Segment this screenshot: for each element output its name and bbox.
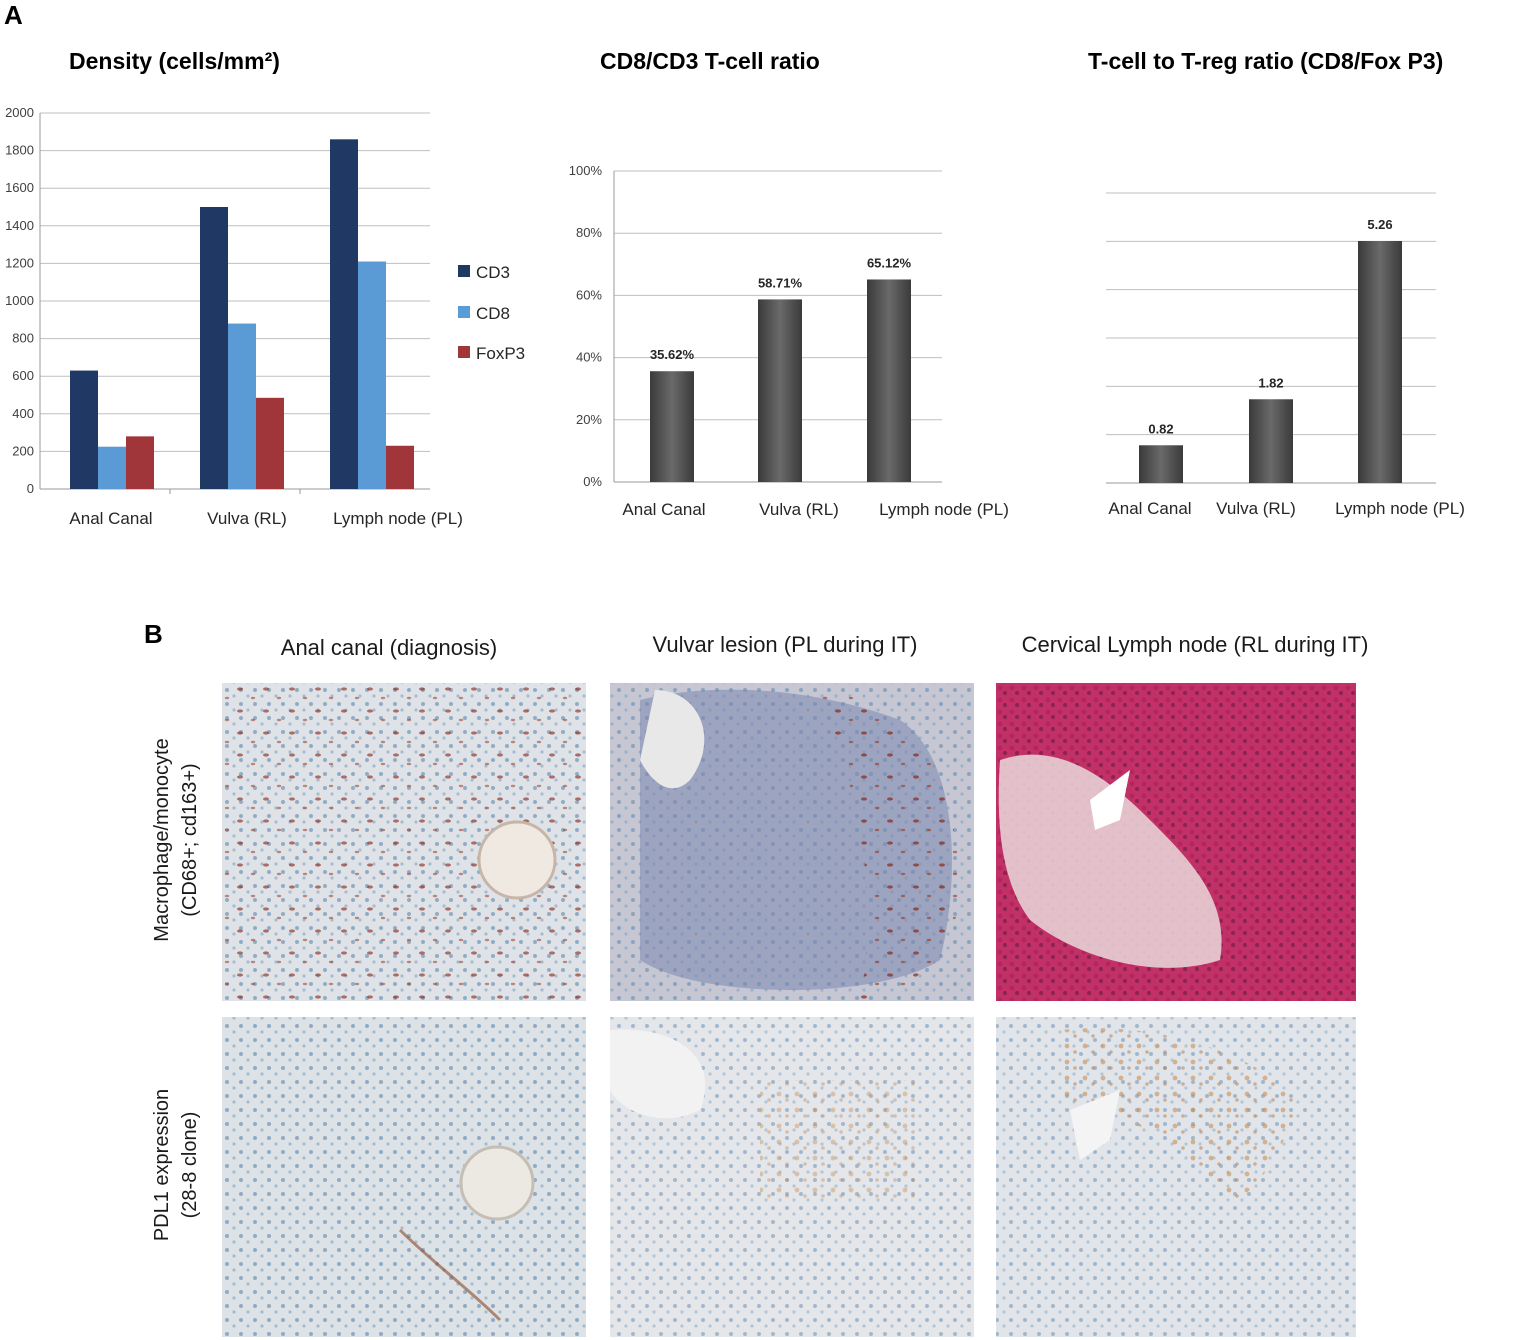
density-y-tick-label: 1200 — [5, 255, 34, 270]
column-header-vulvar-lesion: Vulvar lesion (PL during IT) — [653, 632, 918, 657]
density-y-tick-label: 2000 — [5, 105, 34, 120]
tcell-treg-bar-anal-canal — [1139, 445, 1183, 483]
cd8-cd3-data-label: 35.62% — [650, 347, 695, 362]
cd8-cd3-y-tick-label: 60% — [576, 287, 602, 302]
density-y-tick-label: 800 — [12, 331, 34, 346]
density-y-tick-label: 400 — [12, 406, 34, 421]
density-category-label: Lymph node (PL) — [333, 509, 463, 528]
legend-label-cd3: CD3 — [476, 263, 510, 282]
cd8-cd3-categories: Anal Canal Vulva (RL) Lymph node (PL) — [622, 500, 1008, 519]
cd8-cd3-category-label: Anal Canal — [622, 500, 705, 519]
panel-b-label: B — [144, 619, 163, 649]
legend-swatch-foxp3 — [458, 346, 470, 358]
density-category-label: Anal Canal — [69, 509, 152, 528]
density-legend: CD3 CD8 FoxP3 — [458, 263, 525, 363]
legend-swatch-cd8 — [458, 306, 470, 318]
density-y-tick-label: 1600 — [5, 180, 34, 195]
density-bars — [70, 139, 414, 489]
tcell-treg-bars — [1139, 241, 1402, 483]
micrograph-vulvar-lesion-pdl1 — [610, 1017, 974, 1337]
cd8-cd3-bar-vulva-rl — [758, 299, 802, 482]
density-chart: Density (cells/mm²) 0 200 400 600 800 1000 120… — [5, 48, 525, 528]
tcell-treg-category-label: Vulva (RL) — [1216, 499, 1296, 518]
density-category-label: Vulva (RL) — [207, 509, 287, 528]
tcell-treg-data-label: 5.26 — [1367, 217, 1392, 232]
cd8-cd3-category-label: Vulva (RL) — [759, 500, 839, 519]
micrograph-anal-canal-pdl1 — [222, 1017, 586, 1337]
density-bar-cd8-lymph-node-pl — [358, 261, 386, 489]
cd8-cd3-y-tick-label: 80% — [576, 225, 602, 240]
tcell-treg-data-label: 1.82 — [1258, 375, 1283, 390]
panel-a-label: A — [4, 0, 23, 30]
micrograph-vulvar-lesion-cd68 — [610, 683, 974, 1001]
tcell-treg-data-label: 0.82 — [1148, 421, 1173, 436]
row-header-pdl1-line1: PDL1 expression — [151, 1089, 173, 1241]
cd8-cd3-bar-anal-canal — [650, 371, 694, 482]
tcell-treg-bar-lymph-node-pl — [1358, 241, 1402, 483]
cd8-cd3-chart-title: CD8/CD3 T-cell ratio — [600, 48, 820, 74]
density-y-tick-label: 1800 — [5, 143, 34, 158]
density-bar-cd3-vulva-rl — [200, 207, 228, 489]
density-y-tick-label: 1000 — [5, 293, 34, 308]
cd8-cd3-ratio-chart: CD8/CD3 T-cell ratio 0%20%40%60%80%100% … — [569, 48, 1009, 519]
density-bar-foxp3-lymph-node-pl — [386, 445, 414, 489]
column-header-cervical-lymph-node: Cervical Lymph node (RL during IT) — [1022, 632, 1369, 657]
density-bar-cd3-anal-canal — [70, 370, 98, 489]
density-bar-cd8-anal-canal — [98, 446, 126, 489]
cd8-cd3-data-label: 58.71% — [758, 275, 803, 290]
legend-label-foxp3: FoxP3 — [476, 344, 525, 363]
row-header-pdl1-line2: (28-8 clone) — [179, 1112, 201, 1219]
cd8-cd3-category-label: Lymph node (PL) — [879, 500, 1009, 519]
row-header-pdl1: PDL1 expression (28-8 clone) — [151, 1089, 201, 1241]
tcell-treg-category-label: Lymph node (PL) — [1335, 499, 1465, 518]
tcell-treg-categories: Anal Canal Vulva (RL) Lymph node (PL) — [1108, 499, 1464, 518]
column-header-anal-canal: Anal canal (diagnosis) — [281, 635, 497, 660]
legend-swatch-cd3 — [458, 265, 470, 277]
density-y-tick-label: 600 — [12, 368, 34, 383]
cd8-cd3-y-tick-label: 20% — [576, 412, 602, 427]
density-bar-cd8-vulva-rl — [228, 323, 256, 489]
legend-label-cd8: CD8 — [476, 304, 510, 323]
density-bar-cd3-lymph-node-pl — [330, 139, 358, 489]
tcell-treg-bar-vulva-rl — [1249, 399, 1293, 483]
micrograph-anal-canal-cd68 — [222, 683, 586, 1001]
density-y-ticks: 0 200 400 600 800 1000 1200 1400 1600 1800 2000 — [5, 105, 34, 496]
tcell-treg-chart-title: T-cell to T-reg ratio (CD8/Fox P3) — [1088, 48, 1443, 74]
cd8-cd3-data-labels: 35.62% 58.71% 65.12% — [650, 255, 912, 362]
density-bar-foxp3-vulva-rl — [256, 397, 284, 489]
cd8-cd3-bar-lymph-node-pl — [867, 279, 911, 482]
tcell-treg-category-label: Anal Canal — [1108, 499, 1191, 518]
cd8-cd3-bars — [650, 279, 911, 482]
tcell-treg-data-labels: 0.82 1.82 5.26 — [1148, 217, 1392, 436]
density-y-tick-label: 0 — [27, 481, 34, 496]
density-bar-foxp3-anal-canal — [126, 436, 154, 489]
cd8-cd3-data-label: 65.12% — [867, 255, 912, 270]
cd8-cd3-y-tick-label: 0% — [583, 474, 602, 489]
tcell-treg-ratio-chart: T-cell to T-reg ratio (CD8/Fox P3) 0.82 1… — [1088, 48, 1465, 518]
density-categories: Anal Canal Vulva (RL) Lymph node (PL) — [69, 509, 462, 528]
density-y-tick-label: 1400 — [5, 218, 34, 233]
cd8-cd3-y-tick-label: 100% — [569, 163, 603, 178]
cd8-cd3-y-ticks: 0% 20% 40% 60% 80% 100% — [569, 163, 603, 489]
row-header-macrophage-line1: Macrophage/monocyte — [151, 738, 173, 941]
cd8-cd3-y-tick-label: 40% — [576, 350, 602, 365]
micrograph-cervical-lymph-node-pdl1 — [996, 1017, 1356, 1337]
row-header-macrophage: Macrophage/monocyte (CD68+; cd163+) — [151, 738, 201, 941]
row-header-macrophage-line2: (CD68+; cd163+) — [179, 763, 201, 916]
micrograph-cervical-lymph-node-cd68 — [996, 683, 1356, 1001]
density-chart-title: Density (cells/mm²) — [69, 48, 280, 74]
density-y-tick-label: 200 — [12, 443, 34, 458]
